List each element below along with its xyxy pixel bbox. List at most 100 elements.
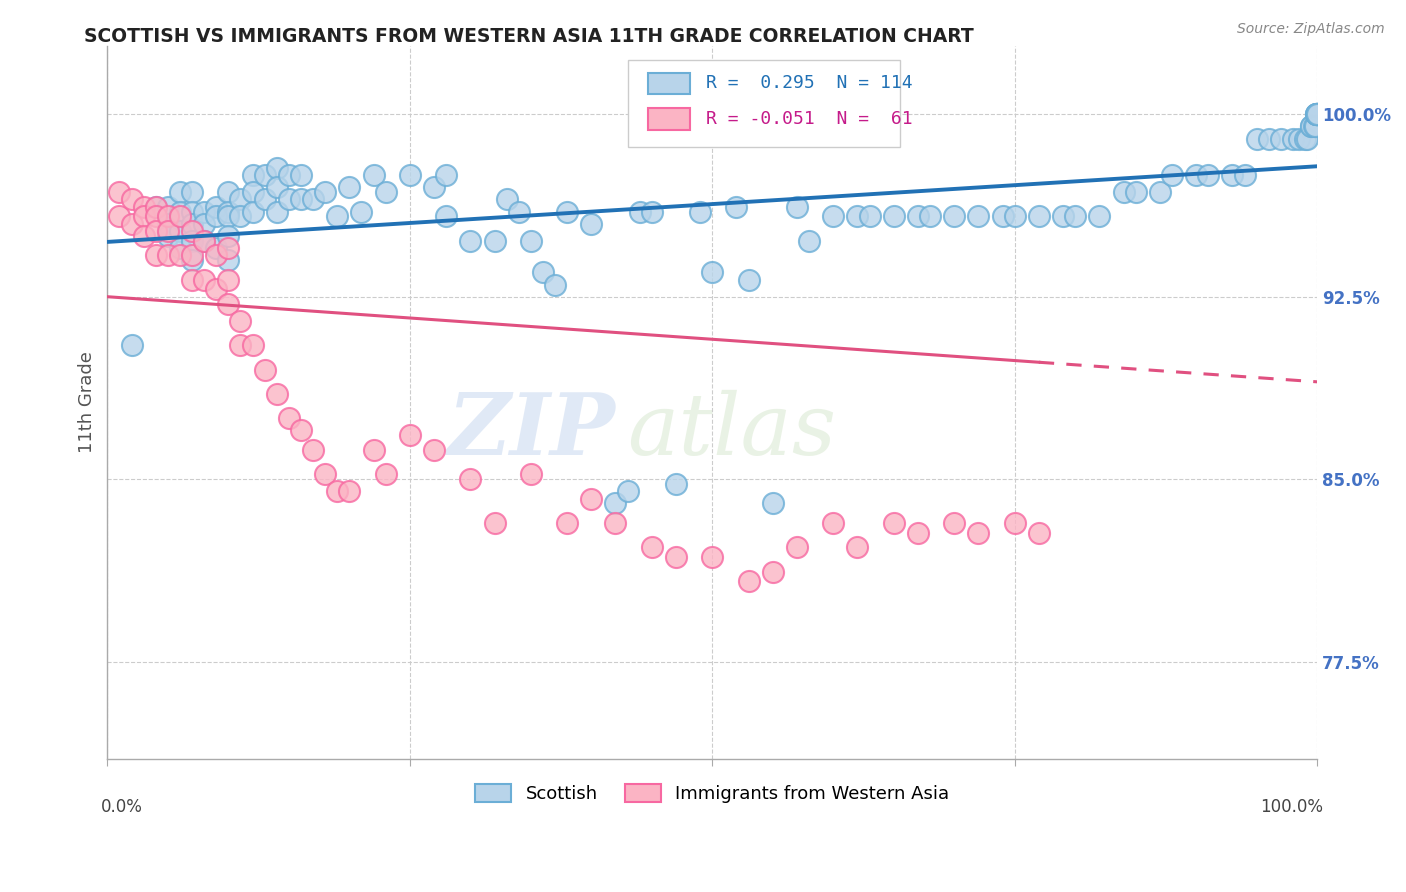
Scottish [689,204,711,219]
Immigrants from Western Asia [484,516,506,530]
Immigrants from Western Asia [193,234,215,248]
Immigrants from Western Asia [145,248,167,262]
Scottish [1306,107,1329,121]
Immigrants from Western Asia [169,248,191,262]
Immigrants from Western Asia [277,411,299,425]
Immigrants from Western Asia [605,516,627,530]
Scottish [266,204,288,219]
Immigrants from Western Asia [314,467,336,482]
Immigrants from Western Asia [1004,516,1026,530]
Immigrants from Western Asia [145,200,167,214]
Immigrants from Western Asia [108,185,131,199]
Scottish [398,168,420,182]
Immigrants from Western Asia [737,574,759,589]
Text: R =  0.295  N = 114: R = 0.295 N = 114 [706,74,912,92]
Immigrants from Western Asia [229,338,252,352]
Scottish [205,210,228,224]
Immigrants from Western Asia [108,210,131,224]
Scottish [702,265,724,279]
Scottish [460,234,482,248]
Immigrants from Western Asia [337,484,360,499]
Scottish [169,224,191,238]
Scottish [181,217,204,231]
Scottish [181,253,204,268]
Scottish [531,265,554,279]
Scottish [217,204,239,219]
Immigrants from Western Asia [181,273,204,287]
Scottish [1306,107,1329,121]
Scottish [544,277,567,292]
Scottish [581,217,603,231]
Scottish [1233,168,1256,182]
Text: Source: ZipAtlas.com: Source: ZipAtlas.com [1237,22,1385,37]
Scottish [1064,210,1087,224]
Immigrants from Western Asia [145,224,167,238]
Scottish [1222,168,1244,182]
Scottish [1306,107,1329,121]
Scottish [242,185,264,199]
Scottish [823,210,845,224]
Immigrants from Western Asia [145,210,167,224]
Scottish [495,193,517,207]
Scottish [156,228,179,243]
Immigrants from Western Asia [555,516,578,530]
Scottish [1246,131,1268,145]
Immigrants from Western Asia [762,565,785,579]
Scottish [1112,185,1135,199]
Immigrants from Western Asia [363,442,385,457]
Scottish [1257,131,1279,145]
Legend: Scottish, Immigrants from Western Asia: Scottish, Immigrants from Western Asia [468,777,956,810]
Immigrants from Western Asia [1028,525,1050,540]
Scottish [508,204,530,219]
Scottish [1294,131,1316,145]
Immigrants from Western Asia [374,467,396,482]
Scottish [797,234,820,248]
Scottish [121,338,143,352]
Immigrants from Western Asia [326,484,349,499]
Scottish [181,204,204,219]
Scottish [253,193,276,207]
Scottish [193,234,215,248]
Scottish [616,484,638,499]
Scottish [1185,168,1208,182]
Scottish [169,185,191,199]
Scottish [434,210,457,224]
Scottish [217,210,239,224]
Scottish [1299,120,1322,134]
Immigrants from Western Asia [266,387,288,401]
Scottish [181,234,204,248]
Scottish [1305,107,1327,121]
Scottish [277,193,299,207]
Immigrants from Western Asia [156,210,179,224]
Scottish [156,200,179,214]
Scottish [156,217,179,231]
Scottish [1149,185,1171,199]
Immigrants from Western Asia [217,273,239,287]
Scottish [1306,107,1329,121]
Scottish [363,168,385,182]
Scottish [1302,120,1324,134]
Scottish [883,210,905,224]
Scottish [266,180,288,194]
Scottish [918,210,941,224]
Scottish [1306,107,1329,121]
Immigrants from Western Asia [883,516,905,530]
Scottish [1125,185,1147,199]
Text: R = -0.051  N =  61: R = -0.051 N = 61 [706,110,912,128]
Scottish [302,193,325,207]
Scottish [193,217,215,231]
Scottish [1052,210,1074,224]
Scottish [217,228,239,243]
Immigrants from Western Asia [156,248,179,262]
Scottish [991,210,1014,224]
Immigrants from Western Asia [581,491,603,506]
Scottish [374,185,396,199]
Scottish [1282,131,1305,145]
Scottish [1288,131,1310,145]
Scottish [1303,120,1326,134]
Text: atlas: atlas [627,390,837,473]
Scottish [290,193,312,207]
Scottish [242,168,264,182]
Scottish [520,234,543,248]
Scottish [434,168,457,182]
